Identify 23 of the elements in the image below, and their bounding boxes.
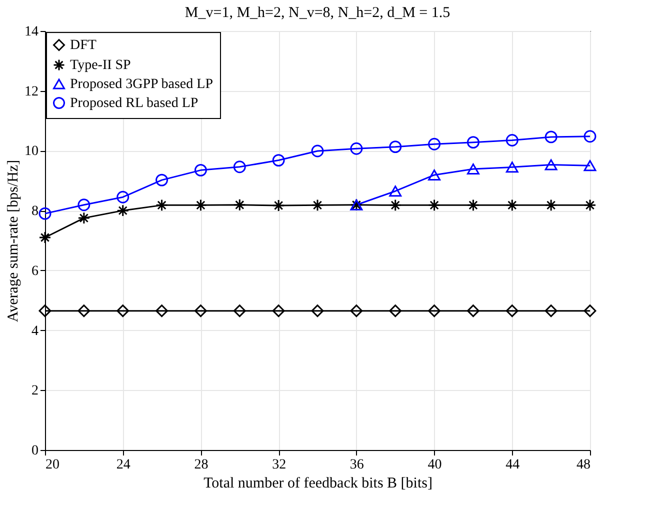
chart-title: M_v=1, M_h=2, N_v=8, N_h=2, d_M = 1.5 (184, 5, 450, 21)
x-tick-label: 28 (194, 458, 208, 472)
x-tick-label: 20 (46, 458, 60, 472)
y-tick-label: 8 (32, 204, 38, 220)
y-tick-label: 4 (32, 324, 38, 339)
x-tick-label: 24 (116, 458, 130, 472)
y-tick-label: 0 (32, 444, 38, 458)
y-axis-title: Average sum-rate [bps/Hz] (6, 160, 22, 322)
y-tick-label: 12 (24, 84, 38, 100)
x-axis-title: Total number of feedback bits B [bits] (204, 476, 432, 492)
x-tick-label: 36 (350, 458, 364, 472)
x-tick-label: 32 (272, 458, 286, 472)
x-tick-label: 48 (576, 458, 590, 472)
y-tick-label: 10 (24, 144, 38, 160)
y-tick-label: 14 (24, 24, 38, 40)
x-tick-label: 44 (506, 458, 520, 472)
x-tick-label: 40 (428, 458, 442, 472)
legend-label: Proposed 3GPP based LP (70, 77, 214, 92)
y-tick-label: 2 (32, 384, 38, 399)
y-tick-label: 6 (32, 264, 38, 279)
legend-label: DFT (70, 38, 97, 53)
legend-label: Proposed RL based LP (70, 96, 198, 111)
legend-label: Type-II SP (70, 58, 132, 73)
